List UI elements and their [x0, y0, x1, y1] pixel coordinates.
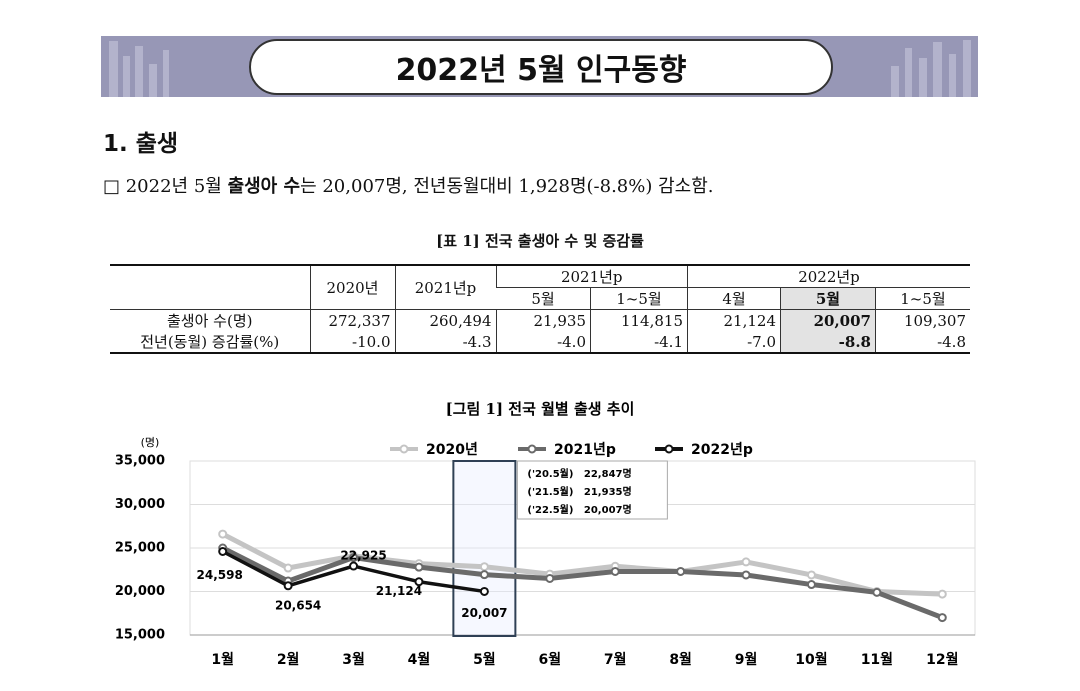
- annotation: ('21.5월) 21,935명: [527, 485, 631, 498]
- data-label: 22,925: [340, 549, 386, 563]
- series-line: [221, 545, 944, 620]
- legend-marker: [664, 444, 674, 454]
- cell: 전년(동월) 증감률(%): [140, 332, 280, 351]
- section-title: 1. 출생: [103, 131, 179, 157]
- th: 2021년p: [495, 265, 688, 288]
- y-tick-label: 20,000: [115, 584, 165, 599]
- marker: [545, 573, 555, 583]
- y-axis-label: (명): [141, 436, 160, 449]
- marker: [414, 562, 424, 572]
- x-tick-label: 7월: [604, 651, 627, 668]
- x-tick-label: 5월: [473, 651, 496, 668]
- x-tick-label: 4월: [408, 651, 431, 668]
- y-tick-label: 25,000: [115, 541, 165, 556]
- cell: 20,007: [780, 309, 876, 331]
- cell: 21,935: [495, 309, 591, 331]
- legend-label: 2022년p: [691, 442, 753, 458]
- marker: [349, 561, 359, 571]
- table: 2020년 2021년p 2021년p 2022년p 5월 1~5월 4월 5월 1~5월 출…: [110, 264, 970, 354]
- data-label: 20,654: [275, 598, 321, 612]
- marker: [479, 586, 489, 596]
- y-tick-label: 15,000: [115, 628, 165, 643]
- bold-text: 출생아 수: [227, 176, 301, 197]
- banner-decor: [109, 40, 971, 97]
- data-label: 20,007: [461, 606, 507, 620]
- th: 1~5월: [590, 287, 688, 310]
- marker: [937, 613, 947, 623]
- text: □ 2022년 5월: [103, 176, 228, 197]
- x-tick-label: 8월: [669, 651, 692, 668]
- cell: 114,815: [590, 309, 688, 331]
- th: 1~5월: [875, 287, 970, 310]
- y-tick-label: 35,000: [115, 454, 165, 469]
- cell: 출생아 수(명): [167, 311, 253, 330]
- annotation-box: [516, 460, 668, 520]
- marker: [218, 546, 228, 556]
- th: 2022년p: [687, 265, 970, 288]
- banner: 2022년 5월 인구동향: [101, 36, 978, 97]
- legend-marker: [527, 444, 537, 454]
- chart: [그림 1] 전국 월별 출생 추이 (명) 15,000 20,000 25,000 3…: [115, 400, 976, 668]
- x-tick-label: 3월: [342, 651, 365, 668]
- marker: [806, 580, 816, 590]
- legend-marker: [399, 444, 409, 454]
- data-label: 24,598: [197, 568, 243, 582]
- table-title: [표 1] 전국 출생아 수 및 증감률: [436, 232, 644, 250]
- annotation: ('22.5월) 20,007명: [527, 503, 631, 516]
- th: 5월: [780, 287, 876, 310]
- annotation: ('20.5월) 22,847명: [527, 467, 631, 480]
- banner-title: 2022년 5월 인구동향: [249, 39, 833, 95]
- highlight-box: [452, 460, 517, 637]
- chart-title: [그림 1] 전국 월별 출생 추이: [446, 400, 635, 418]
- x-tick-label: 12월: [926, 651, 958, 668]
- x-tick-label: 1월: [211, 651, 234, 668]
- y-tick-label: 30,000: [115, 497, 165, 512]
- th: 4월: [687, 287, 781, 310]
- marker: [806, 570, 816, 580]
- x-tick-label: 10월: [795, 651, 827, 668]
- th: 2020년: [309, 265, 395, 310]
- x-tick-label: 9월: [735, 651, 758, 668]
- paragraph: □ 2022년 5월 출생아 수는 20,007명, 전년동월대비 1,928명…: [103, 172, 714, 198]
- data-label: 21,124: [376, 584, 422, 598]
- cell: 109,307: [875, 309, 970, 331]
- cell: -10.0: [309, 331, 395, 353]
- marker: [610, 566, 620, 576]
- marker: [283, 563, 293, 573]
- marker: [349, 553, 359, 563]
- marker: [741, 557, 751, 567]
- marker: [676, 566, 686, 576]
- th: 5월: [496, 287, 591, 310]
- text: 는 20,007명, 전년동월대비 1,928명(-8.8%) 감소함.: [300, 176, 714, 197]
- cell: -8.8: [780, 331, 876, 353]
- marker: [937, 589, 947, 599]
- cell: 272,337: [309, 309, 395, 331]
- cell: -4.3: [394, 331, 496, 353]
- x-tick-label: 6월: [538, 651, 561, 668]
- marker: [872, 587, 882, 597]
- cell: 260,494: [394, 309, 496, 331]
- cell: -4.1: [590, 331, 688, 353]
- legend-label: 2020년: [426, 442, 478, 458]
- marker: [283, 581, 293, 591]
- cell: 21,124: [687, 309, 781, 331]
- marker: [414, 577, 424, 587]
- legend-label: 2021년p: [554, 442, 616, 458]
- marker: [479, 562, 489, 572]
- x-tick-label: 11월: [861, 651, 893, 668]
- x-tick-label: 2월: [277, 651, 300, 668]
- marker: [218, 529, 228, 539]
- cell: -4.0: [495, 331, 591, 353]
- cell: -4.8: [875, 331, 970, 353]
- marker: [741, 570, 751, 580]
- cell: -7.0: [687, 331, 781, 353]
- th: 2021년p: [394, 265, 496, 310]
- marker: [479, 570, 489, 580]
- series-line: [221, 531, 943, 597]
